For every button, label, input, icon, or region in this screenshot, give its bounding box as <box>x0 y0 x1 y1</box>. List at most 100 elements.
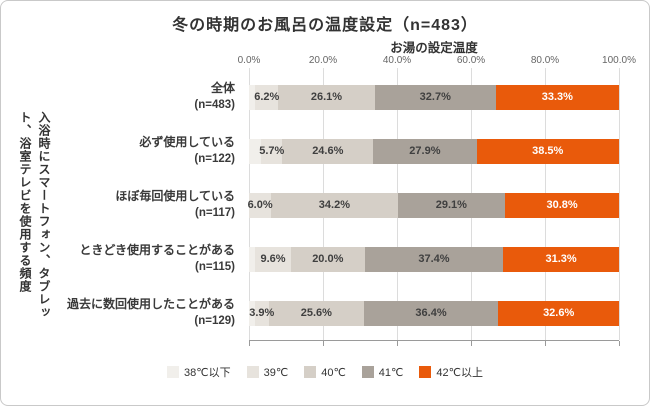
bar-segment-40c: 20.0% <box>290 246 365 272</box>
segment-value-label: 30.8% <box>546 199 578 211</box>
segment-value-label: 37.4% <box>418 253 450 265</box>
segment-value-label: 32.6% <box>543 307 575 319</box>
segment-value-label: 27.9% <box>409 145 441 157</box>
category-name: 全体 <box>210 80 235 95</box>
category-label: 全体 (n=483) <box>59 79 249 115</box>
bar-row: ときどき使用することがある (n=115) 9.6% 20.0% 37.4% 31.3% <box>59 232 619 286</box>
bar-segment-40c: 24.6% <box>282 138 374 164</box>
x-axis-title: お湯の設定温度 <box>390 41 478 55</box>
legend-swatch <box>246 366 259 378</box>
category-sample-size: (n=122) <box>194 153 235 166</box>
segment-value-label: 33.3% <box>541 91 573 103</box>
chart-title: 冬の時期のお風呂の温度設定（n=483） <box>172 17 478 34</box>
chart-body: 入浴時にスマートフォン、タブレット、浴室テレビを使用する頻度 お湯の設定温度 0… <box>1 37 649 348</box>
segment-value-label: 36.4% <box>415 307 447 319</box>
segment-value-label: 31.3% <box>545 253 577 265</box>
segment-value-label: 29.1% <box>435 199 467 211</box>
bar-segment-38c-under <box>249 300 255 326</box>
legend-swatch <box>304 366 317 378</box>
segment-value-label: 5.7% <box>259 145 285 157</box>
x-tick-label: 60.0% <box>456 55 486 66</box>
stacked-bar: 5.7% 24.6% 27.9% 38.5% <box>249 138 619 164</box>
bar-segment-42c-over: 30.8% <box>505 192 619 218</box>
axis-tick-mark <box>397 341 398 346</box>
category-sample-size: (n=115) <box>195 261 235 274</box>
bar-segment-39c: 3.9% <box>249 300 274 326</box>
bar-row: 全体 (n=483) 6.2% 26.1% 32.7% 33.3% <box>59 70 619 124</box>
segment-value-label: 9.6% <box>260 253 286 265</box>
axis-tick-mark <box>545 341 546 346</box>
bar-segment-38c-under <box>249 246 256 272</box>
category-label: ほぼ毎回使用している (n=117) <box>59 187 249 223</box>
bar-segment-42c-over: 31.3% <box>503 246 619 272</box>
legend-label: 38℃以下 <box>184 367 231 379</box>
bar-rows: 全体 (n=483) 6.2% 26.1% 32.7% 33.3% 必ず使用している (n=1… <box>59 70 619 340</box>
bar-segment-40c: 25.6% <box>268 300 364 326</box>
segment-value-label: 20.0% <box>312 253 344 265</box>
bars-region: 全体 (n=483) 6.2% 26.1% 32.7% 33.3% 必ず使用している (n=1… <box>59 68 620 340</box>
segment-value-label: 24.6% <box>312 145 344 157</box>
axis-tick-mark <box>471 341 472 346</box>
stacked-bar: 9.6% 20.0% 37.4% 31.3% <box>249 246 619 272</box>
stacked-bar: 3.9% 25.6% 36.4% 32.6% <box>249 300 619 326</box>
bar-segment-41c: 37.4% <box>364 246 504 272</box>
legend-item-38c-under: 38℃以下 <box>167 364 231 380</box>
stacked-bar: 6.0% 34.2% 29.1% 30.8% <box>247 192 619 218</box>
category-label: ときどき使用することがある (n=115) <box>59 241 249 277</box>
bar-segment-42c-over: 33.3% <box>495 84 619 110</box>
segment-value-label: 32.7% <box>419 91 451 103</box>
bar-segment-39c: 9.6% <box>255 246 291 272</box>
category-label: 過去に数回使用したことがある (n=129) <box>59 295 249 331</box>
legend-label: 40℃ <box>321 366 346 379</box>
bar-row: 必ず使用している (n=122) 5.7% 24.6% 27.9% 38.5% <box>59 124 619 178</box>
segment-value-label: 25.6% <box>300 307 332 319</box>
x-tick-label: 40.0% <box>382 55 412 66</box>
bar-segment-40c: 26.1% <box>278 84 375 110</box>
bar-segment-39c: 6.2% <box>254 84 280 110</box>
bar-segment-38c-under <box>249 138 262 164</box>
bar-segment-41c: 36.4% <box>363 300 499 326</box>
x-tick-label: 100.0% <box>602 55 636 66</box>
segment-value-label: 26.1% <box>310 91 343 103</box>
bar-segment-42c-over: 32.6% <box>498 300 619 326</box>
bar-segment-39c: 5.7% <box>259 138 285 164</box>
segment-value-label: 34.2% <box>318 199 350 211</box>
category-name: 必ず使用している <box>139 134 235 149</box>
legend-swatch <box>419 366 432 378</box>
bar-segment-41c: 32.7% <box>374 84 496 110</box>
category-label: 必ず使用している (n=122) <box>59 133 249 169</box>
segment-value-label: 6.0% <box>247 199 273 211</box>
segment-value-label: 6.2% <box>254 91 280 103</box>
legend-swatch <box>361 366 374 378</box>
legend-item-42c-over: 42℃以上 <box>419 364 483 380</box>
y-axis-title: 入浴時にスマートフォン、タブレット、浴室テレビを使用する頻度 <box>18 111 51 319</box>
category-sample-size: (n=117) <box>195 207 235 220</box>
stacked-bar: 6.2% 26.1% 32.7% 33.3% <box>249 84 619 110</box>
axis-tick-mark <box>249 341 250 346</box>
category-sample-size: (n=483) <box>194 99 235 112</box>
legend-swatch <box>167 366 180 378</box>
legend-label: 41℃ <box>378 366 404 379</box>
category-name: ときどき使用することがある <box>79 242 235 257</box>
axis-tick-mark <box>323 341 324 346</box>
category-name: 過去に数回使用したことがある <box>66 296 235 311</box>
x-axis-ticks: 0.0% 20.0% 40.0% 60.0% 80.0% 100.0% <box>238 55 636 70</box>
x-axis-line <box>249 340 620 348</box>
segment-value-label: 3.9% <box>249 307 275 319</box>
bar-segment-39c: 6.0% <box>247 192 273 218</box>
bar-segment-41c: 27.9% <box>373 138 477 164</box>
bar-segment-41c: 29.1% <box>397 192 506 218</box>
category-name: ほぼ毎回使用している <box>115 188 235 203</box>
legend-label: 39℃ <box>263 366 289 379</box>
x-tick-label: 20.0% <box>308 55 338 66</box>
bar-segment-40c: 34.2% <box>271 192 398 218</box>
plot-area: お湯の設定温度 0.0% 20.0% 40.0% 60.0% 80.0% 100.0% 全… <box>59 37 636 348</box>
segment-value-label: 38.5% <box>532 145 564 157</box>
legend-item-41c: 41℃ <box>361 366 404 379</box>
bar-segment-42c-over: 38.5% <box>476 138 619 164</box>
x-tick-label: 0.0% <box>237 55 261 66</box>
category-sample-size: (n=129) <box>194 315 235 328</box>
x-tick-label: 80.0% <box>530 55 560 66</box>
bar-row: 過去に数回使用したことがある (n=129) 3.9% 25.6% 36.4% 32.6% <box>59 286 619 340</box>
